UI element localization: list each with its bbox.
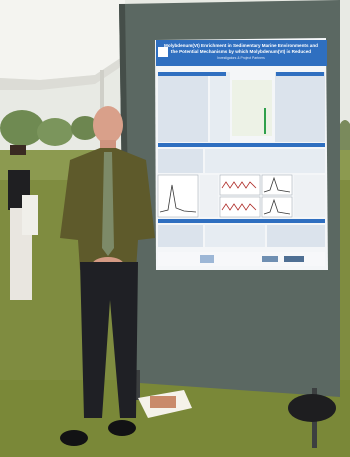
tree bbox=[0, 110, 44, 146]
poster-chart-line bbox=[221, 203, 257, 211]
poster-footer-logo bbox=[284, 256, 304, 262]
poster-chart-line bbox=[263, 176, 291, 193]
man-pants bbox=[80, 262, 138, 418]
poster-section-header bbox=[158, 72, 226, 76]
pamphlet-photo bbox=[150, 396, 176, 408]
man-head bbox=[93, 106, 123, 144]
tent-canopy bbox=[0, 0, 125, 80]
person-hair bbox=[10, 145, 26, 155]
poster-section-header bbox=[276, 72, 324, 76]
poster-section-header bbox=[158, 143, 325, 147]
poster-panel bbox=[205, 225, 265, 247]
poster-footer-logo bbox=[262, 256, 278, 262]
tree bbox=[37, 118, 73, 146]
poster-panel bbox=[158, 225, 203, 247]
board-leg bbox=[135, 370, 140, 400]
board-bag bbox=[288, 394, 336, 422]
poster-footer-logo bbox=[200, 255, 214, 263]
poster-panel bbox=[158, 149, 203, 173]
poster-header bbox=[156, 40, 327, 66]
man-tie bbox=[102, 152, 114, 256]
poster-title: Molybdenum(VI) Enrichment in Sedimentary… bbox=[164, 43, 318, 54]
poster-footer bbox=[158, 252, 325, 266]
poster-chart bbox=[261, 174, 293, 196]
poster-chart-line bbox=[263, 198, 291, 215]
poster-authors: Investigators & Project Partners bbox=[217, 56, 265, 60]
poster-panel bbox=[205, 149, 325, 173]
poster-section-header bbox=[158, 219, 325, 223]
poster-panel bbox=[210, 72, 230, 142]
poster-panel bbox=[267, 225, 325, 247]
poster-chart bbox=[157, 174, 199, 218]
man-shoe bbox=[60, 430, 88, 446]
poster-chart-line bbox=[221, 181, 257, 189]
person-bag bbox=[22, 195, 38, 235]
tent-edge bbox=[0, 55, 125, 90]
tree bbox=[71, 116, 99, 140]
poster-logo-icon bbox=[158, 47, 168, 57]
poster-panel bbox=[275, 72, 325, 142]
poster-panel bbox=[294, 175, 325, 217]
man-shoe bbox=[108, 420, 136, 436]
poster-figure-bar bbox=[264, 108, 266, 134]
poster-chart bbox=[261, 196, 293, 218]
poster-chart-legend bbox=[200, 175, 218, 217]
poster-panel bbox=[158, 72, 208, 142]
poster-chart-line bbox=[159, 184, 197, 213]
